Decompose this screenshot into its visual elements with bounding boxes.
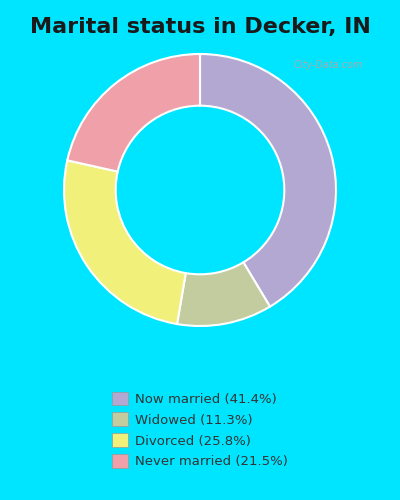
Wedge shape	[64, 160, 186, 324]
Text: City-Data.com: City-Data.com	[293, 60, 363, 70]
Wedge shape	[67, 54, 200, 172]
Legend: Now married (41.4%), Widowed (11.3%), Divorced (25.8%), Never married (21.5%): Now married (41.4%), Widowed (11.3%), Di…	[112, 392, 288, 468]
Text: Marital status in Decker, IN: Marital status in Decker, IN	[30, 18, 370, 38]
Wedge shape	[200, 54, 336, 306]
Wedge shape	[177, 262, 270, 326]
